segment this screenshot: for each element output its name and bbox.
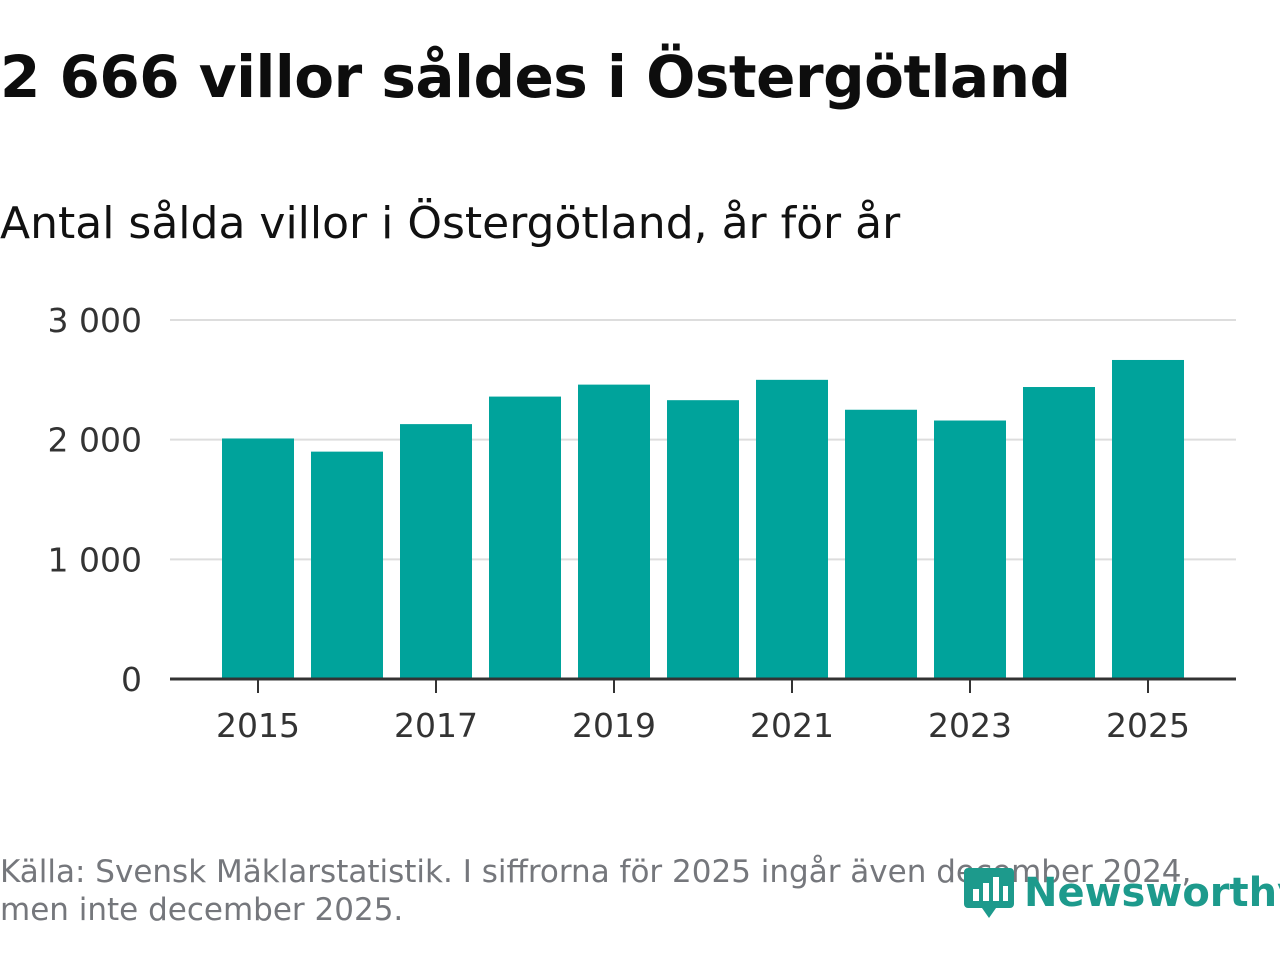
bar-2023 <box>934 420 1006 679</box>
brand-logo: Newsworthy <box>962 862 1280 924</box>
source-line-2: men inte december 2025. <box>0 892 404 928</box>
y-tick-label: 1 000 <box>48 540 142 579</box>
bars <box>222 359 1184 679</box>
y-tick-label: 3 000 <box>48 301 142 340</box>
bar-2025 <box>1112 359 1184 679</box>
x-tick-label: 2021 <box>750 706 834 745</box>
bar-2017 <box>400 424 472 679</box>
chart-title: 2 666 villor såldes i Östergötland <box>0 43 1071 111</box>
x-tick-label: 2025 <box>1106 706 1190 745</box>
brand-name: Newsworthy <box>1024 870 1280 916</box>
bar-2020 <box>667 400 739 679</box>
newsworthy-logo-icon <box>964 868 1014 918</box>
x-tick-label: 2017 <box>394 706 478 745</box>
x-tick-label: 2023 <box>928 706 1012 745</box>
bar-2019 <box>578 384 650 679</box>
x-tick-label: 2019 <box>572 706 656 745</box>
y-tick-label: 2 000 <box>48 421 142 460</box>
bar-2024 <box>1023 387 1095 679</box>
bar-2018 <box>489 396 561 679</box>
y-tick-label: 0 <box>121 660 142 699</box>
bar-2021 <box>756 379 828 679</box>
axes: 0 1 000 2 000 3 000 2015 2017 2019 2021 2023 2025 <box>48 301 1236 745</box>
chart-subtitle: Antal sålda villor i Östergötland, år fö… <box>0 198 901 249</box>
bar-2022 <box>845 409 917 679</box>
bar-chart: 0 1 000 2 000 3 000 2015 2017 2019 2021 2023 2025 <box>48 301 1236 745</box>
bar-2015 <box>222 438 294 679</box>
bar-2016 <box>311 451 383 679</box>
x-tick-label: 2015 <box>216 706 300 745</box>
